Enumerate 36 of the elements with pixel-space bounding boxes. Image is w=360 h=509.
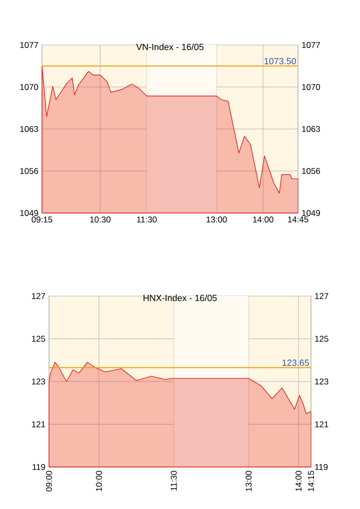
y2-tick-label: 127	[315, 293, 328, 299]
x-tick-label: 10:00	[96, 470, 102, 492]
x-tick-label: 14:00	[296, 470, 302, 492]
x-tick-label: 10:30	[90, 216, 110, 223]
y-tick-label: 1070	[20, 84, 38, 90]
y-tick-label: 119	[32, 464, 46, 470]
y2-tick-label: 119	[315, 464, 328, 470]
x-tick-label: 14:45	[288, 216, 308, 222]
y-tick-label: 123	[32, 378, 46, 384]
x-tick-label: 11:30	[137, 216, 157, 223]
x-tick-label: 13:00	[206, 216, 227, 223]
y-tick-label: 125	[32, 336, 46, 342]
x-tick-label: 09:00	[46, 470, 52, 492]
y-tick-label: 1049	[20, 210, 38, 216]
x-tick-label: 11:30	[170, 470, 177, 490]
x-tick-label: 14:00	[253, 216, 274, 223]
y-tick-label: 1056	[20, 168, 38, 174]
y-tick-label: 1063	[20, 126, 38, 132]
x-tick-label: 14:15	[308, 470, 314, 492]
y-tick-label: 127	[32, 293, 46, 299]
y2-tick-label: 1077	[302, 42, 320, 48]
y2-tick-label: 1070	[302, 84, 320, 90]
ref-line-label: 1073.50	[264, 58, 296, 64]
y2-tick-label: 1056	[302, 168, 320, 174]
ref-line-label: 123.65	[282, 360, 309, 366]
chart-title: VN-Index - 16/05	[136, 44, 204, 50]
y2-tick-label: 1049	[302, 210, 320, 216]
x-tick-label: 13:00	[246, 470, 252, 492]
y2-tick-label: 123	[315, 378, 328, 384]
y2-tick-label: 1063	[302, 126, 320, 132]
y-tick-label: 121	[32, 421, 46, 428]
y2-tick-label: 121	[315, 421, 328, 428]
chart-title: HNX-Index - 16/05	[144, 294, 217, 302]
x-tick-label: 09:15	[32, 216, 52, 223]
y2-tick-label: 125	[315, 336, 328, 342]
y-tick-label: 1077	[20, 42, 38, 48]
